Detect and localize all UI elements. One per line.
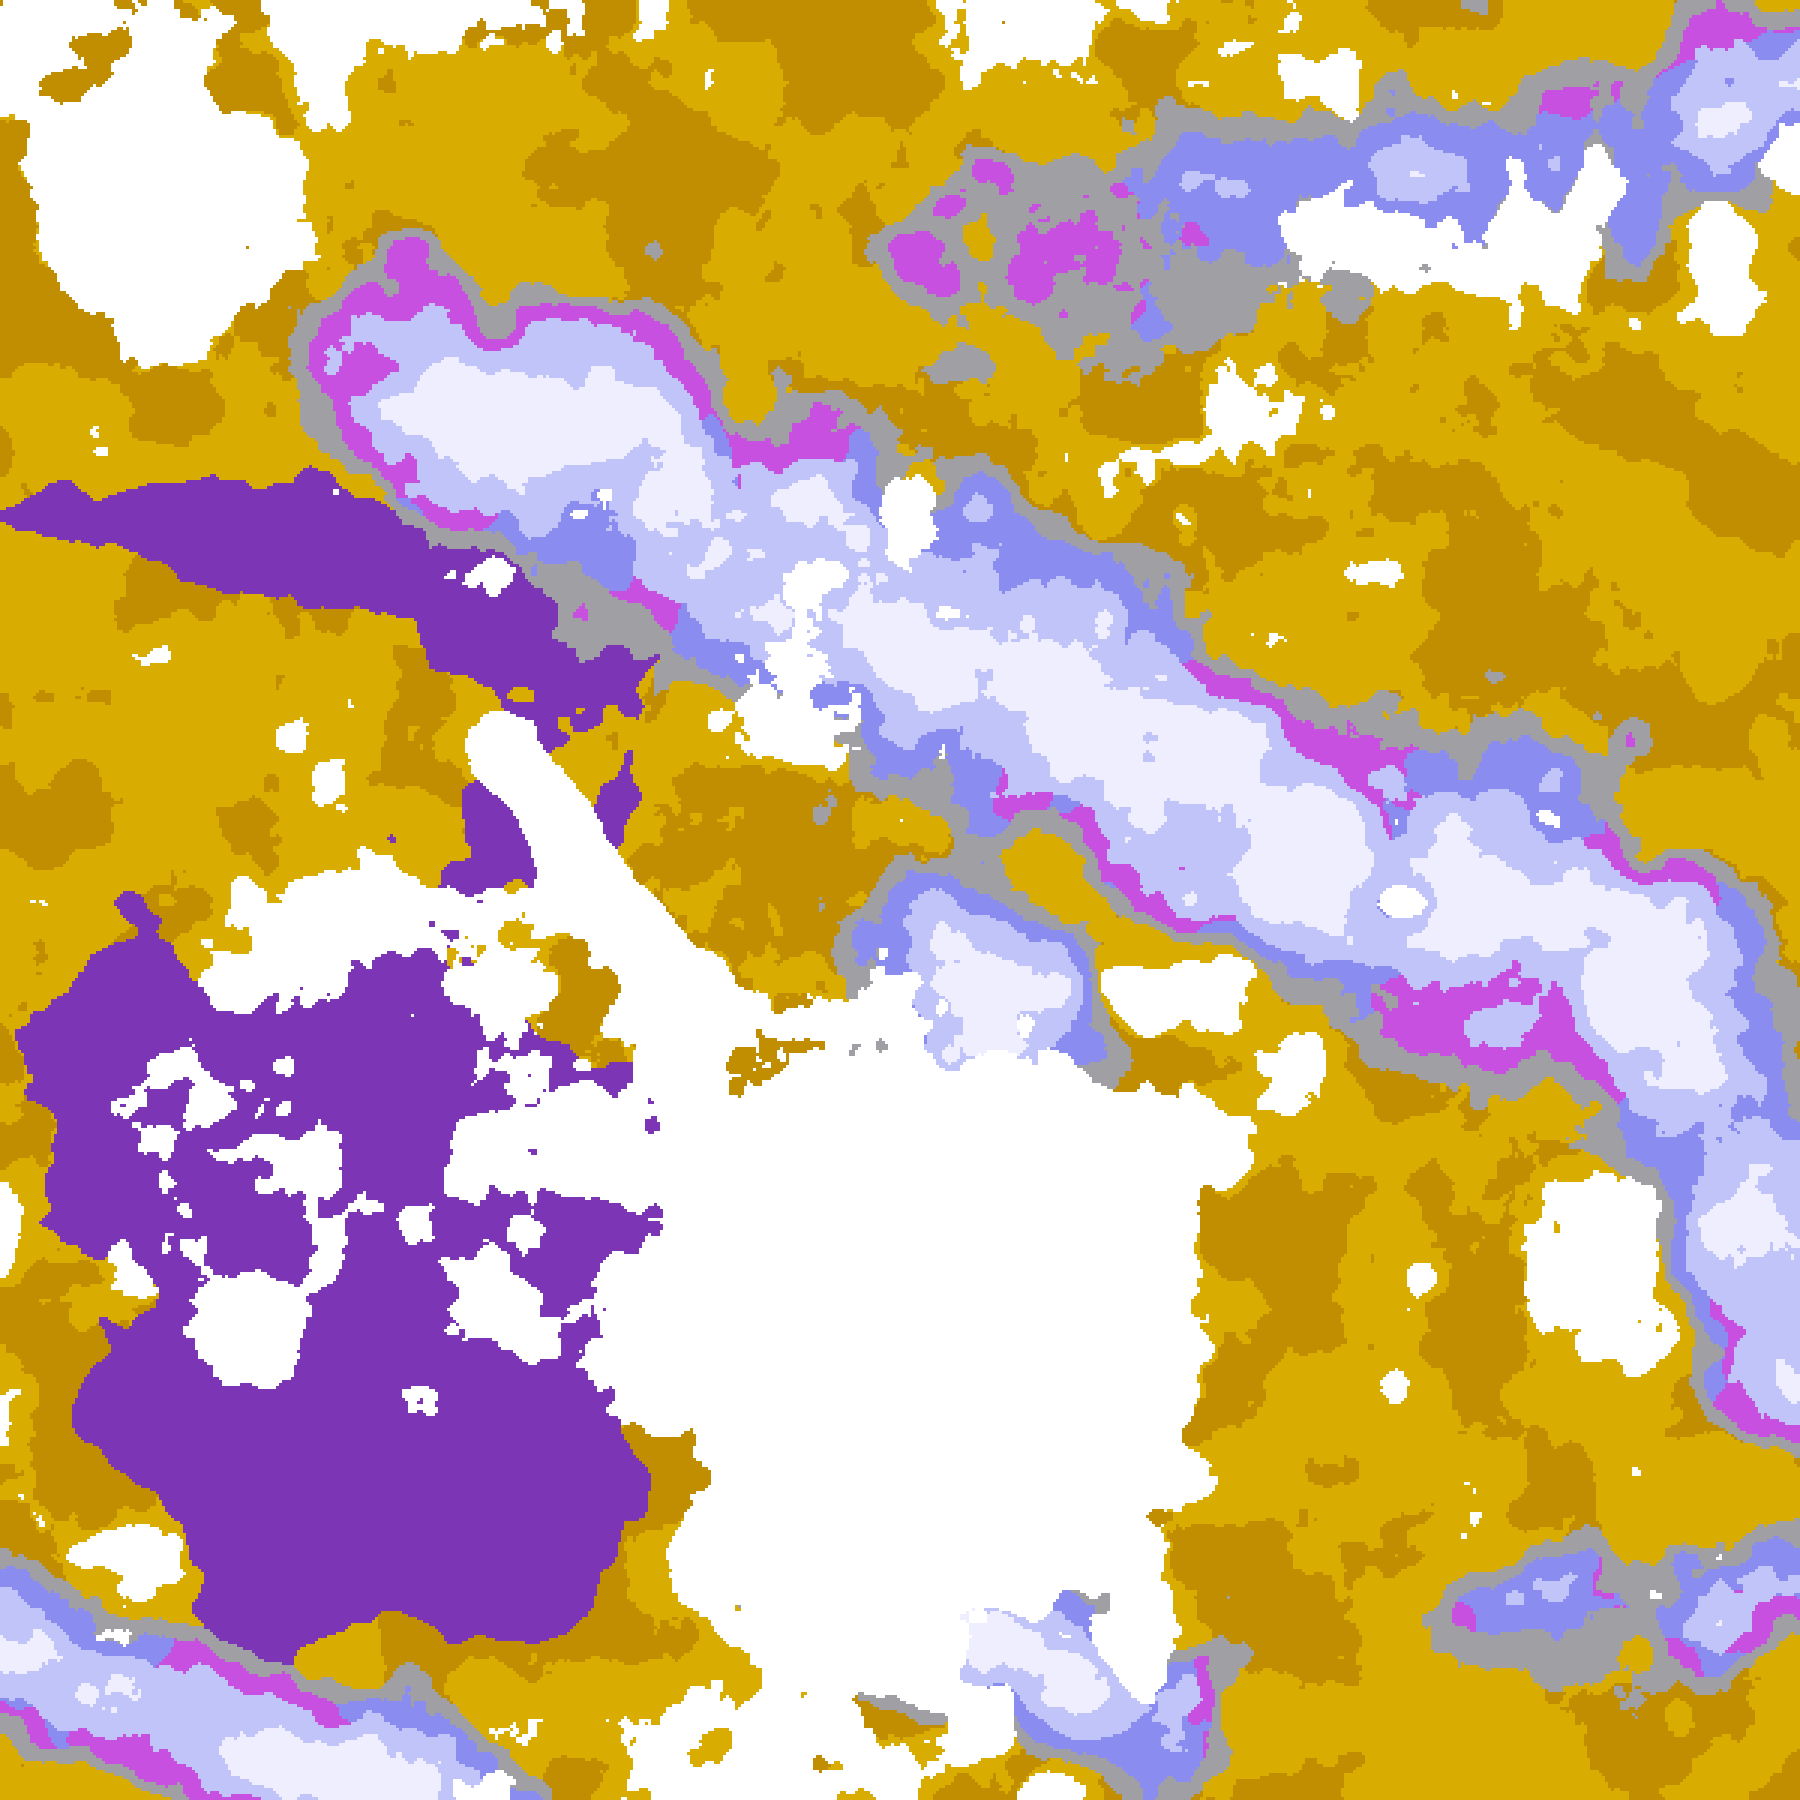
satellite-cloud-map <box>0 0 1800 1800</box>
